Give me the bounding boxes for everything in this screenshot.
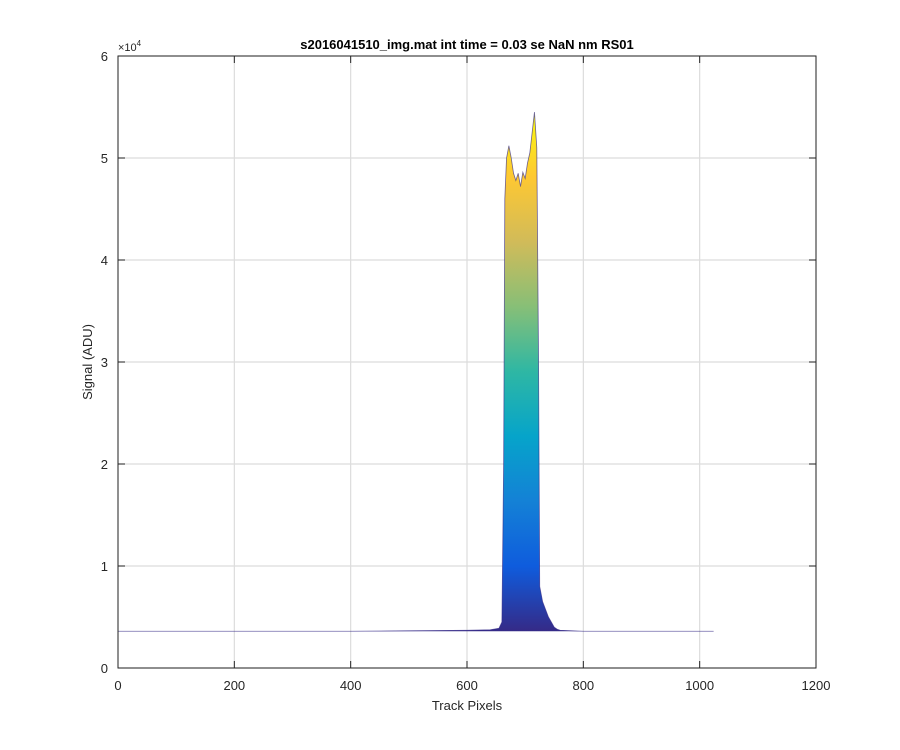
x-tick-label: 1000 [685, 678, 714, 693]
x-tick-label: 200 [223, 678, 245, 693]
y-tick-label: 5 [101, 151, 108, 166]
ticks [117, 55, 817, 669]
y-tick-label: 6 [101, 49, 108, 64]
chart-title: s2016041510_img.mat int time = 0.03 se N… [300, 37, 634, 52]
series-group [118, 112, 714, 632]
x-tick-label: 800 [572, 678, 594, 693]
y-tick-label: 0 [101, 661, 108, 676]
y-multiplier: ×104 [118, 39, 142, 54]
x-tick-label: 1200 [802, 678, 831, 693]
x-axis-label: Track Pixels [432, 698, 503, 713]
y-tick-labels: 0 1 2 3 4 5 6 [101, 49, 108, 676]
series-line [118, 112, 714, 632]
y-axis-label: Signal (ADU) [80, 324, 95, 400]
y-tick-label: 4 [101, 253, 108, 268]
y-tick-label: 3 [101, 355, 108, 370]
y-tick-label: 2 [101, 457, 108, 472]
x-tick-labels: 0 200 400 600 800 1000 1200 [114, 678, 830, 693]
x-tick-label: 600 [456, 678, 478, 693]
y-tick-label: 1 [101, 559, 108, 574]
x-tick-label: 0 [114, 678, 121, 693]
x-tick-label: 400 [340, 678, 362, 693]
